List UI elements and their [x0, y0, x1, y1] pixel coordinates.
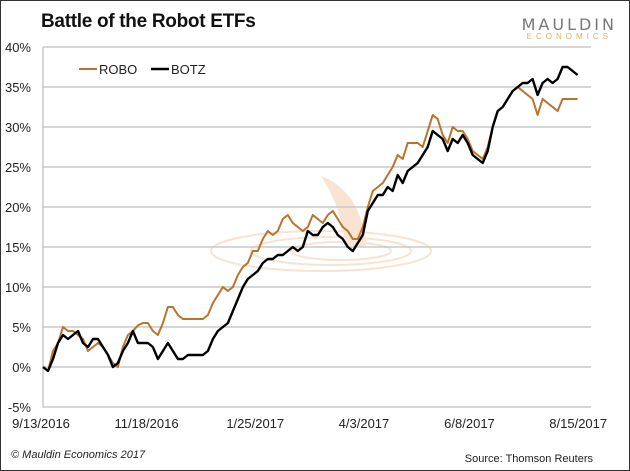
logo-line2: ECONOMICS	[526, 32, 612, 41]
y-tick-label: 5%	[12, 320, 31, 335]
logo-line1: MAULDIN	[521, 15, 617, 34]
y-tick-label: 30%	[5, 120, 31, 135]
y-tick-label: 20%	[5, 200, 31, 215]
x-tick-label: 1/25/2017	[226, 416, 284, 431]
copyright-note: © Mauldin Economics 2017	[11, 449, 146, 461]
chart-title: Battle of the Robot ETFs	[41, 11, 256, 32]
legend-label-robo: ROBO	[99, 62, 137, 77]
y-tick-label: 25%	[5, 160, 31, 175]
x-tick-label: 9/13/2016	[12, 416, 70, 431]
x-tick-label: 11/18/2016	[114, 416, 178, 431]
x-tick-label: 6/8/2017	[444, 416, 495, 431]
x-tick-label: 4/3/2017	[339, 416, 390, 431]
y-tick-label: -5%	[8, 400, 32, 415]
y-tick-label: 0%	[12, 360, 31, 375]
source-note: Source: Thomson Reuters	[464, 453, 593, 465]
x-tick-label: 8/15/2017	[549, 416, 607, 431]
y-tick-label: 10%	[5, 280, 31, 295]
watermark-fin-icon	[210, 176, 432, 272]
legend: ROBO BOTZ	[79, 62, 206, 77]
legend-label-botz: BOTZ	[171, 62, 206, 77]
y-tick-label: 15%	[5, 240, 31, 255]
series-line-botz	[42, 65, 579, 373]
y-tick-label: 40%	[5, 40, 31, 55]
series-line-robo	[42, 86, 578, 372]
y-tick-label: 35%	[5, 80, 31, 95]
mauldin-logo: MAULDIN ECONOMICS	[522, 15, 617, 41]
